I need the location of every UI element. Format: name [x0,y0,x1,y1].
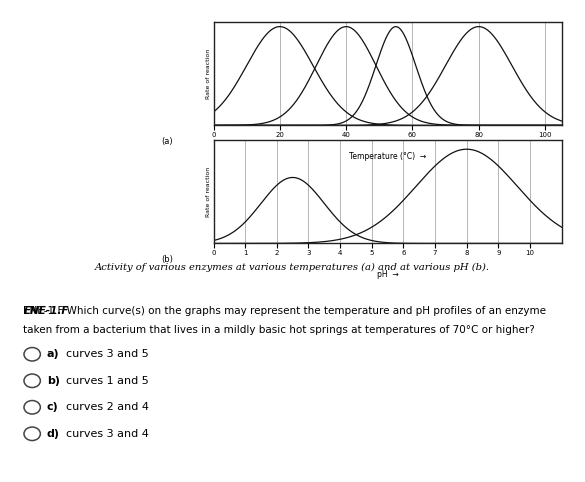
Text: ENE-1.F: ENE-1.F [23,306,69,316]
Text: curves 1 and 5: curves 1 and 5 [66,376,148,386]
Text: Temperature (°C)  →: Temperature (°C) → [349,152,426,161]
Text: (b): (b) [161,255,173,265]
Text: d): d) [47,429,60,439]
Text: c): c) [47,402,59,412]
Text: curves 3 and 4: curves 3 and 4 [66,429,149,439]
Text: b): b) [47,376,60,386]
Text: taken from a bacterium that lives in a mildly basic hot springs at temperatures : taken from a bacterium that lives in a m… [23,325,535,335]
Text: (a): (a) [161,137,173,147]
Text: a): a) [47,349,60,359]
Text: ENE-1.F Which curve(s) on the graphs may represent the temperature and pH profil: ENE-1.F Which curve(s) on the graphs may… [23,306,546,316]
Y-axis label: Rate of reaction: Rate of reaction [206,48,211,99]
Text: pH  →: pH → [377,270,398,279]
Text: curves 2 and 4: curves 2 and 4 [66,402,149,412]
Y-axis label: Rate of reaction: Rate of reaction [206,166,211,217]
Text: curves 3 and 5: curves 3 and 5 [66,349,148,359]
Text: Activity of various enzymes at various temperatures (a) and at various pH (b).: Activity of various enzymes at various t… [95,263,490,272]
